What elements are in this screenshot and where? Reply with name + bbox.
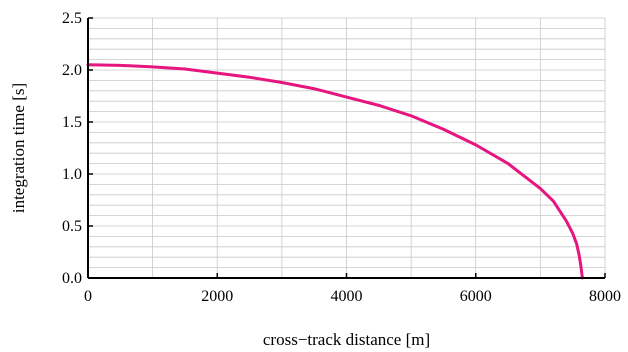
y-tick-label: 0.5 bbox=[62, 218, 82, 235]
x-tick-label: 4000 bbox=[331, 288, 363, 305]
x-axis-label: cross−track distance [m] bbox=[263, 330, 430, 349]
y-tick-label: 2.5 bbox=[62, 10, 82, 27]
y-axis-label: integration time [s] bbox=[9, 83, 28, 213]
ticks: 0 2000 4000 6000 8000 0.0 0.5 1.0 1.5 2.0 2.5 bbox=[62, 10, 621, 305]
series-line bbox=[86, 63, 584, 280]
y-tick-label: 2.0 bbox=[62, 62, 82, 79]
x-tick-label: 2000 bbox=[201, 288, 233, 305]
x-tick-label: 6000 bbox=[460, 288, 492, 305]
grid bbox=[87, 17, 606, 279]
y-tick-label: 1.5 bbox=[62, 114, 82, 131]
y-tick-label: 0.0 bbox=[62, 270, 82, 287]
x-tick-label: 0 bbox=[84, 288, 92, 305]
y-tick-label: 1.0 bbox=[62, 166, 82, 183]
series-layer bbox=[86, 63, 584, 280]
x-tick-label: 8000 bbox=[589, 288, 621, 305]
